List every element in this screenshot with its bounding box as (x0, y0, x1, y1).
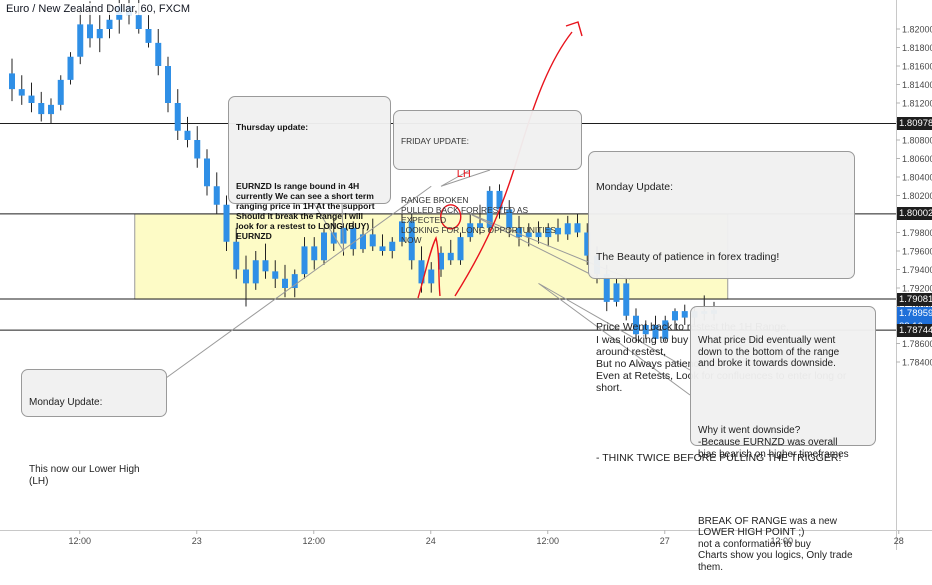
candle-body[interactable] (428, 270, 434, 284)
y-tick-label: 1.79600 (902, 247, 932, 257)
y-tick-label: 1.81200 (902, 99, 932, 109)
candle-body[interactable] (136, 15, 142, 29)
candle-body[interactable] (58, 80, 64, 105)
price-badge: 1.78959 (897, 307, 932, 320)
price-badge: 1.80002 (897, 207, 932, 220)
price-badge: 1.80978 (897, 117, 932, 130)
y-tick-label: 1.80200 (902, 191, 932, 201)
candle-body[interactable] (389, 242, 395, 251)
candle-body[interactable] (68, 57, 74, 80)
note-what-price-p2: Why it went downside? -Because EURNZD wa… (698, 425, 868, 460)
candle-body[interactable] (224, 205, 230, 242)
note-friday-update[interactable]: FRIDAY UPDATE: RANGE BROKEN PULLED BACK … (393, 110, 582, 170)
candle-body[interactable] (38, 103, 44, 114)
note-monday-right-title: Monday Update: (596, 181, 847, 193)
y-tick-label: 1.81800 (902, 43, 932, 53)
note-monday-update-left[interactable]: Monday Update: This now our Lower High (… (21, 369, 167, 417)
candle-body[interactable] (87, 24, 93, 38)
y-tick-label: 1.79800 (902, 228, 932, 238)
note-monday-left-title: Monday Update: (29, 397, 159, 409)
note-monday-right-line1: The Beauty of patience in forex trading! (596, 251, 847, 263)
y-tick-label: 1.80800 (902, 136, 932, 146)
candle-body[interactable] (29, 96, 35, 103)
candle-body[interactable] (243, 270, 249, 284)
y-tick-label: 1.79400 (902, 265, 932, 275)
note-what-price-p1: What price Did eventually went down to t… (698, 335, 868, 370)
x-tick-label: 12:00 (68, 536, 91, 546)
candle-body[interactable] (204, 159, 210, 187)
x-tick-label: 28 (894, 536, 904, 546)
note-friday-title: FRIDAY UPDATE: (401, 136, 574, 146)
x-tick-label: 24 (426, 536, 436, 546)
price-badge: 1.78744 (897, 324, 932, 337)
candle-body[interactable] (146, 29, 152, 43)
y-tick-label: 1.81600 (902, 62, 932, 72)
candle-body[interactable] (175, 103, 181, 131)
candle-body[interactable] (48, 105, 54, 114)
y-tick-label: 1.82000 (902, 25, 932, 35)
chart-title: Euro / New Zealand Dollar, 60, FXCM (4, 3, 192, 15)
candle-body[interactable] (282, 279, 288, 288)
note-thursday-update[interactable]: Thursday update: EURNZD Is range bound i… (228, 96, 391, 204)
y-tick-label: 1.78400 (902, 358, 932, 368)
candle-body[interactable] (97, 29, 103, 38)
candle-body[interactable] (194, 140, 200, 159)
note-thursday-title: Thursday update: (236, 122, 383, 132)
y-tick-label: 1.78600 (902, 339, 932, 349)
candle-body[interactable] (214, 186, 220, 205)
candle-body[interactable] (77, 24, 83, 56)
candle-body[interactable] (19, 89, 25, 95)
note-thursday-body: EURNZD Is range bound in 4H currently We… (236, 181, 383, 241)
candle-body[interactable] (272, 271, 278, 278)
y-tick-label: 1.81400 (902, 80, 932, 90)
candle-body[interactable] (165, 66, 171, 103)
candle-body[interactable] (253, 260, 259, 283)
y-tick-label: 1.80400 (902, 173, 932, 183)
note-what-price-p3: BREAK OF RANGE was a new LOWER HIGH POIN… (698, 516, 868, 574)
y-tick-label: 1.80600 (902, 154, 932, 164)
note-what-price[interactable]: What price Did eventually went down to t… (690, 306, 876, 446)
candle-body[interactable] (9, 73, 15, 89)
x-tick-label: 12:00 (536, 536, 559, 546)
price-badge: 1.79081 (897, 293, 932, 306)
candle-body[interactable] (155, 43, 161, 66)
x-tick-label: 23 (192, 536, 202, 546)
note-friday-body: RANGE BROKEN PULLED BACK FOR RESTED AS E… (401, 195, 574, 245)
candle-body[interactable] (263, 260, 269, 271)
x-tick-label: 27 (660, 536, 670, 546)
candle-body[interactable] (575, 223, 581, 232)
candle-body[interactable] (107, 20, 113, 29)
x-tick-label: 12:00 (302, 536, 325, 546)
note-monday-update-right[interactable]: Monday Update: The Beauty of patience in… (588, 151, 855, 279)
candle-body[interactable] (185, 131, 191, 140)
note-monday-left-body: This now our Lower High (LH) (29, 464, 159, 487)
